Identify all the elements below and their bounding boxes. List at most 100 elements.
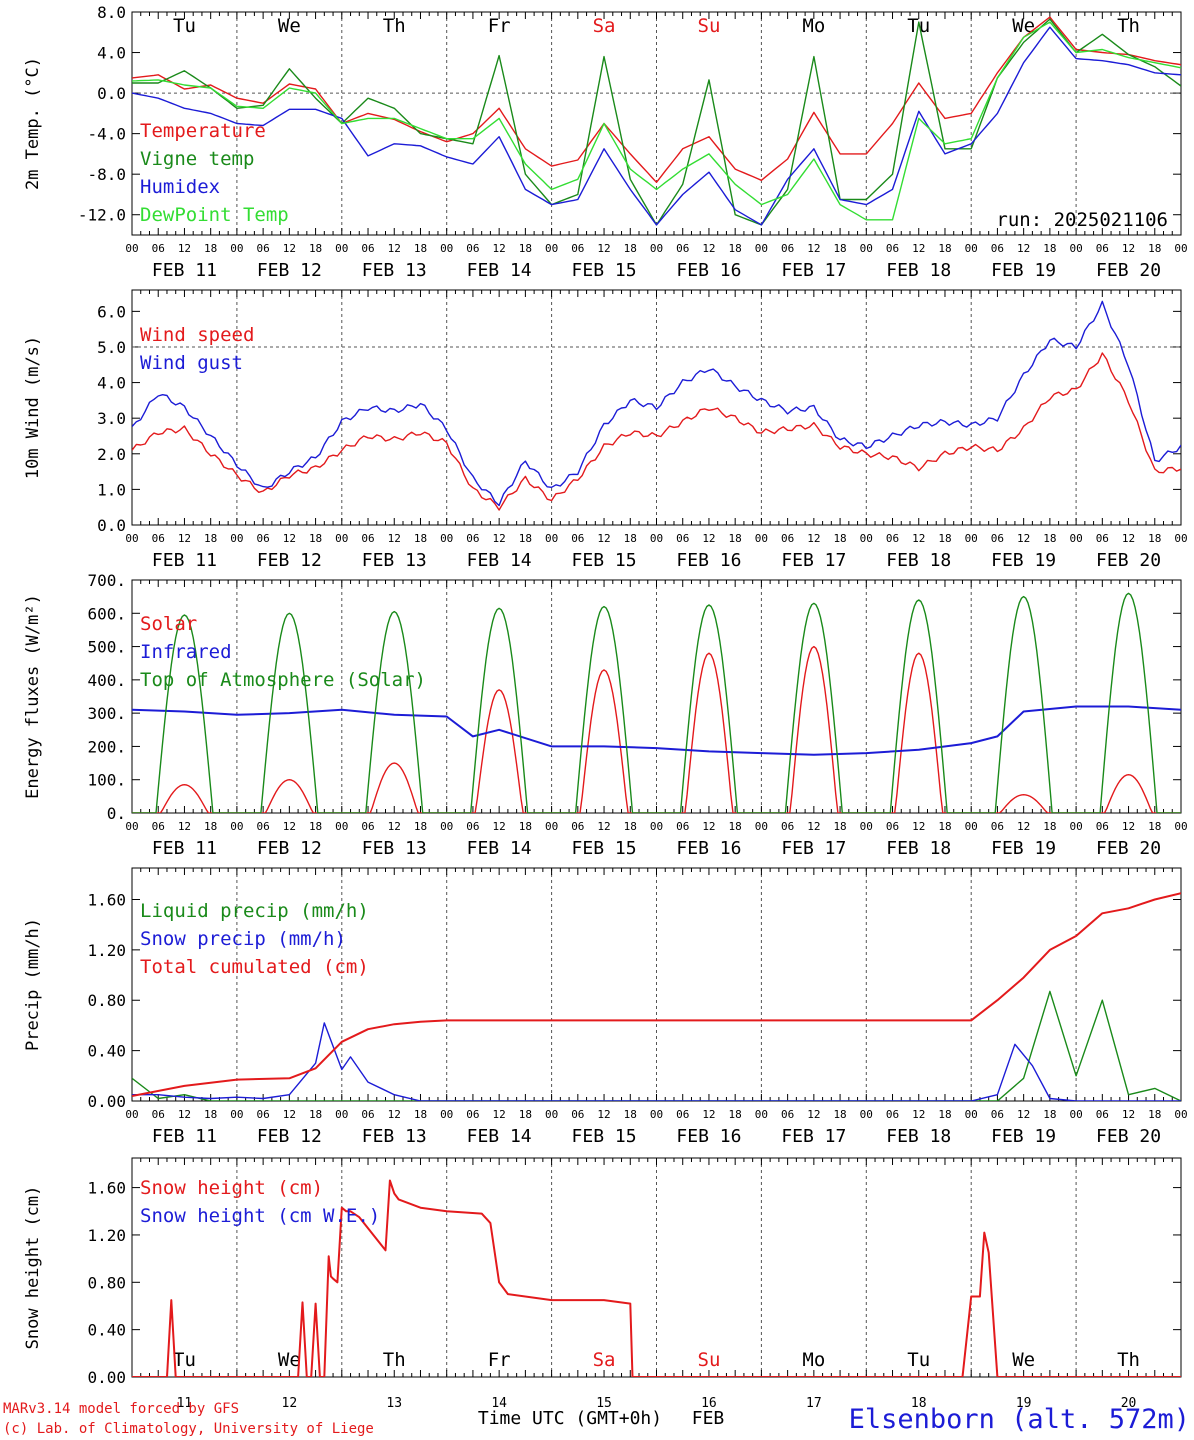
y-axis-label: 2m Temp. (°C) — [23, 57, 43, 190]
weekday-label: Th — [1117, 1349, 1140, 1371]
hour-tick-label: 18 — [309, 1108, 322, 1121]
date-label: FEB 12 — [257, 1126, 322, 1147]
hour-tick-label: 00 — [860, 1108, 873, 1121]
hour-tick-label: 12 — [1122, 1108, 1135, 1121]
panel-2: 0.0 1.0 2.0 3.0 4.0 5.0 6.0 10m Wind (m/s) 00 06 1… — [23, 289, 1188, 571]
hour-tick-label: 06 — [886, 1108, 899, 1121]
weekday-label: Tu — [173, 15, 196, 37]
weekday-label: Sa — [593, 1349, 616, 1371]
hour-tick-label: 18 — [833, 820, 846, 833]
hour-tick-label: 12 — [912, 242, 925, 255]
y-tick-label: 1.20 — [87, 941, 126, 960]
hour-tick-label: 00 — [440, 532, 453, 545]
hour-tick-label: 12 — [388, 242, 401, 255]
weekday-label: Tu — [173, 1349, 196, 1371]
hour-tick-label: 00 — [860, 532, 873, 545]
date-label: FEB 16 — [676, 1126, 741, 1147]
hour-tick-label: 12 — [1122, 242, 1135, 255]
hour-tick-label: 00 — [440, 242, 453, 255]
day-number-label: 20 — [1121, 1396, 1137, 1411]
hour-tick-label: 18 — [204, 1108, 217, 1121]
hour-tick-label: 18 — [1043, 1108, 1056, 1121]
run-annotation: run: 2025021106 — [996, 209, 1168, 231]
day-number-label: 18 — [911, 1396, 927, 1411]
time-axis-month: FEB — [692, 1408, 725, 1429]
hour-tick-label: 06 — [991, 1108, 1004, 1121]
date-label: FEB 11 — [152, 550, 217, 571]
weekday-label: Fr — [488, 15, 511, 37]
hour-tick-label: 12 — [597, 820, 610, 833]
hour-tick-label: 00 — [965, 1108, 978, 1121]
hour-tick-label: 18 — [729, 532, 742, 545]
hour-tick-label: 00 — [230, 820, 243, 833]
hour-tick-label: 18 — [833, 532, 846, 545]
hour-tick-label: 06 — [466, 242, 479, 255]
time-axis-label: Time UTC (GMT+0h) — [478, 1408, 662, 1429]
y-tick-label: 0.80 — [87, 1273, 126, 1292]
hour-tick-label: 00 — [335, 1108, 348, 1121]
date-label: FEB 11 — [152, 260, 217, 281]
y-tick-label: 0.00 — [87, 1092, 126, 1111]
hour-tick-label: 00 — [125, 532, 138, 545]
weekday-label: Sa — [593, 15, 616, 37]
hour-tick-label: 18 — [414, 1108, 427, 1121]
hour-tick-label: 06 — [152, 532, 165, 545]
weekday-label: Su — [698, 1349, 721, 1371]
date-label: FEB 13 — [362, 550, 427, 571]
hour-tick-label: 06 — [1096, 1108, 1109, 1121]
y-tick-label: 300. — [87, 704, 126, 723]
hour-tick-label: 12 — [493, 820, 506, 833]
hour-tick-label: 18 — [519, 242, 532, 255]
day-number-label: 13 — [386, 1396, 402, 1411]
y-tick-label: 0. — [107, 804, 126, 823]
hour-tick-label: 18 — [938, 820, 951, 833]
day-number-label: 15 — [596, 1396, 612, 1411]
credit-line-1: MARv3.14 model forced by GFS — [3, 1401, 239, 1417]
y-tick-label: 2.0 — [97, 445, 126, 464]
hour-tick-label: 00 — [1069, 532, 1082, 545]
hour-tick-label: 18 — [624, 820, 637, 833]
hour-tick-label: 12 — [912, 820, 925, 833]
hour-tick-label: 06 — [991, 532, 1004, 545]
hour-tick-label: 00 — [230, 532, 243, 545]
hour-tick-label: 00 — [1174, 820, 1187, 833]
series-line-green — [132, 592, 1181, 813]
y-tick-label: 0.0 — [97, 84, 126, 103]
hour-tick-label: 06 — [676, 820, 689, 833]
y-axis-label: 10m Wind (m/s) — [23, 336, 43, 479]
y-axis-label: Snow height (cm) — [23, 1186, 43, 1350]
hour-tick-label: 00 — [650, 532, 663, 545]
weekday-label: We — [278, 15, 301, 37]
series-line-red — [132, 352, 1181, 511]
legend-entry: Total cumulated (cm) — [140, 956, 369, 978]
hour-tick-label: 12 — [597, 242, 610, 255]
hour-tick-label: 18 — [309, 820, 322, 833]
legend-entry: Top of Atmosphere (Solar) — [140, 669, 426, 691]
hour-tick-label: 12 — [702, 1108, 715, 1121]
weekday-label: Mo — [802, 15, 825, 37]
hour-tick-label: 18 — [729, 1108, 742, 1121]
weekday-label: Th — [383, 15, 406, 37]
hour-tick-label: 00 — [335, 820, 348, 833]
series-line-red — [132, 645, 1181, 813]
hour-tick-label: 18 — [414, 242, 427, 255]
hour-tick-label: 00 — [545, 532, 558, 545]
hour-tick-label: 12 — [807, 820, 820, 833]
legend-entry: Snow precip (mm/h) — [140, 928, 346, 950]
day-number-label: 12 — [282, 1396, 298, 1411]
hour-tick-label: 06 — [1096, 820, 1109, 833]
y-axis-label: Energy fluxes (W/m²) — [23, 594, 43, 799]
y-tick-label: 8.0 — [97, 3, 126, 22]
hour-tick-label: 12 — [283, 820, 296, 833]
legend-entry: Wind gust — [140, 352, 243, 374]
hour-tick-label: 06 — [676, 1108, 689, 1121]
credit-line-2: (c) Lab. of Climatology, University of L… — [3, 1421, 374, 1437]
hour-tick-label: 00 — [335, 532, 348, 545]
hour-tick-label: 06 — [886, 820, 899, 833]
legend-entry: Liquid precip (mm/h) — [140, 900, 369, 922]
hour-tick-label: 06 — [781, 532, 794, 545]
legend-entry: Solar — [140, 613, 197, 635]
hour-tick-label: 00 — [1069, 820, 1082, 833]
hour-tick-label: 12 — [178, 1108, 191, 1121]
